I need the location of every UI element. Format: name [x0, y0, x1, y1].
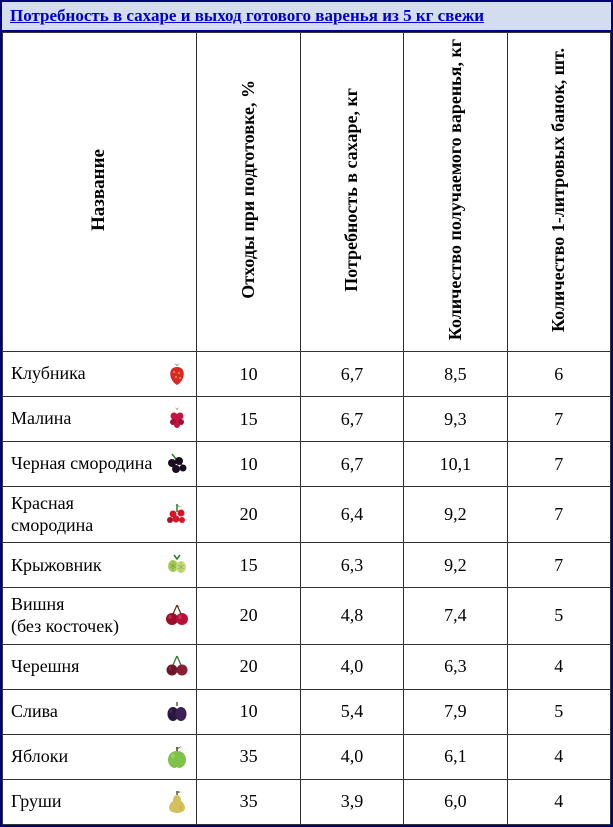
cell-name: Слива [3, 689, 197, 734]
table-row: Черная смородина 10 6,7 10,1 7 [3, 442, 611, 487]
header-jam: Количество получаемого варенья, кг [404, 33, 507, 352]
cell-waste: 20 [197, 487, 300, 543]
cell-jars: 5 [507, 588, 610, 644]
sweetcherry-icon [164, 654, 190, 680]
berry-name: Слива [11, 701, 160, 723]
cell-waste: 35 [197, 779, 300, 824]
cell-name: Клубника [3, 352, 197, 397]
table-row: Малина 15 6,7 9,3 7 [3, 397, 611, 442]
cell-jars: 4 [507, 734, 610, 779]
cell-sugar: 4,0 [300, 734, 403, 779]
table-body: Клубника 10 6,7 8,5 6 Малина 15 6,7 9,3 … [3, 352, 611, 824]
berry-name: Клубника [11, 363, 160, 385]
cell-sugar: 4,8 [300, 588, 403, 644]
redcurrant-icon [164, 502, 190, 528]
cell-jam: 6,1 [404, 734, 507, 779]
cell-sugar: 6,3 [300, 543, 403, 588]
header-name-text: Название [87, 149, 112, 231]
title-bar: Потребность в сахаре и выход готового ва… [2, 2, 611, 32]
table-container: Потребность в сахаре и выход готового ва… [0, 0, 613, 827]
strawberry-icon [164, 361, 190, 387]
cell-jam: 8,5 [404, 352, 507, 397]
header-jam-text: Количество получаемого варенья, кг [444, 39, 467, 340]
cell-jam: 7,9 [404, 689, 507, 734]
table-row: Яблоки 35 4,0 6,1 4 [3, 734, 611, 779]
table-row: Слива 10 5,4 7,9 5 [3, 689, 611, 734]
cell-waste: 15 [197, 397, 300, 442]
cell-waste: 20 [197, 644, 300, 689]
cell-name: Черная смородина [3, 442, 197, 487]
cell-sugar: 3,9 [300, 779, 403, 824]
cell-jam: 6,0 [404, 779, 507, 824]
cell-name: Малина [3, 397, 197, 442]
berry-name: Красная смородина [11, 493, 160, 536]
title-link[interactable]: Потребность в сахаре и выход готового ва… [10, 6, 484, 25]
cell-jars: 6 [507, 352, 610, 397]
berry-name: Груши [11, 791, 160, 813]
blackcurrant-icon [164, 451, 190, 477]
cell-name: Груши [3, 779, 197, 824]
cell-sugar: 5,4 [300, 689, 403, 734]
cell-jam: 7,4 [404, 588, 507, 644]
cell-jam: 6,3 [404, 644, 507, 689]
cell-waste: 10 [197, 689, 300, 734]
header-waste: Отходы при подготовке, % [197, 33, 300, 352]
berry-name: Малина [11, 408, 160, 430]
cell-name: Красная смородина [3, 487, 197, 543]
table-row: Груши 35 3,9 6,0 4 [3, 779, 611, 824]
gooseberry-icon [164, 552, 190, 578]
header-sugar-text: Потребность в сахаре, кг [340, 88, 363, 292]
plum-icon [164, 699, 190, 725]
cell-waste: 10 [197, 442, 300, 487]
cell-jars: 7 [507, 543, 610, 588]
cell-waste: 10 [197, 352, 300, 397]
cell-name: Крыжовник [3, 543, 197, 588]
cell-name: Яблоки [3, 734, 197, 779]
berry-name: Крыжовник [11, 555, 160, 577]
cell-sugar: 6,4 [300, 487, 403, 543]
cherry-icon [164, 603, 190, 629]
cell-jars: 5 [507, 689, 610, 734]
table-row: Вишня(без косточек) 20 4,8 7,4 5 [3, 588, 611, 644]
cell-jars: 4 [507, 644, 610, 689]
header-waste-text: Отходы при подготовке, % [237, 80, 260, 299]
cell-jars: 7 [507, 442, 610, 487]
cell-jars: 7 [507, 397, 610, 442]
table-row: Красная смородина 20 6,4 9,2 7 [3, 487, 611, 543]
header-name: Название [3, 33, 197, 352]
raspberry-icon [164, 406, 190, 432]
table-row: Крыжовник 15 6,3 9,2 7 [3, 543, 611, 588]
table-row: Черешня 20 4,0 6,3 4 [3, 644, 611, 689]
cell-waste: 35 [197, 734, 300, 779]
cell-waste: 20 [197, 588, 300, 644]
cell-sugar: 4,0 [300, 644, 403, 689]
cell-jars: 4 [507, 779, 610, 824]
cell-sugar: 6,7 [300, 352, 403, 397]
cell-name: Черешня [3, 644, 197, 689]
berry-name: Черная смородина [11, 453, 160, 475]
cell-waste: 15 [197, 543, 300, 588]
cell-name: Вишня(без косточек) [3, 588, 197, 644]
pear-icon [164, 789, 190, 815]
header-jars: Количество 1-литровых банок, шт. [507, 33, 610, 352]
header-row: Название Отходы при подготовке, % Потреб… [3, 33, 611, 352]
jam-table: Название Отходы при подготовке, % Потреб… [2, 32, 611, 825]
cell-jam: 9,2 [404, 543, 507, 588]
cell-sugar: 6,7 [300, 442, 403, 487]
cell-jam: 9,2 [404, 487, 507, 543]
berry-name: Вишня(без косточек) [11, 594, 160, 637]
apple-icon [164, 744, 190, 770]
cell-sugar: 6,7 [300, 397, 403, 442]
table-row: Клубника 10 6,7 8,5 6 [3, 352, 611, 397]
cell-jam: 9,3 [404, 397, 507, 442]
cell-jars: 7 [507, 487, 610, 543]
header-jars-text: Количество 1-литровых банок, шт. [547, 48, 570, 332]
cell-jam: 10,1 [404, 442, 507, 487]
header-sugar: Потребность в сахаре, кг [300, 33, 403, 352]
berry-name: Черешня [11, 656, 160, 678]
berry-name: Яблоки [11, 746, 160, 768]
